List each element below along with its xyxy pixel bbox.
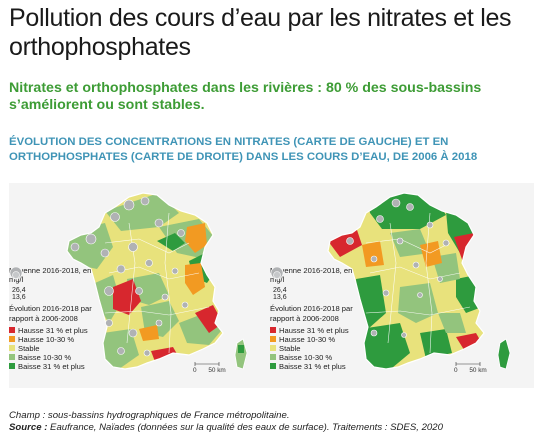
legend-circle-value-large: 26,4 bbox=[273, 287, 287, 295]
legend-circles: 26,4 13,6 bbox=[9, 266, 101, 302]
orthophosphates-map: 0 50 km Moyenne 2016-2018, en mg/l 26,4 … bbox=[270, 183, 534, 388]
france-outline bbox=[66, 192, 224, 370]
chart-heading: ÉVOLUTION DES CONCENTRATIONS EN NITRATES… bbox=[9, 136, 478, 163]
legend-evolution-heading: Évolution 2016-2018 par rapport à 2006-2… bbox=[9, 304, 92, 323]
corsica bbox=[234, 338, 248, 370]
legend-item-hausse10: Hausse 10-30 % bbox=[9, 335, 101, 344]
scale-zero: 0 bbox=[454, 367, 458, 374]
basin-borders bbox=[365, 212, 471, 354]
swatch-icon bbox=[9, 336, 15, 343]
swatch-icon bbox=[270, 345, 276, 352]
corsica-shape bbox=[234, 338, 248, 370]
region-south-baisse31 bbox=[420, 329, 452, 359]
nitrates-map-svg bbox=[66, 192, 248, 370]
swatch-icon bbox=[270, 354, 276, 361]
scale-bar bbox=[194, 362, 220, 366]
region-center-baisse10 bbox=[398, 283, 438, 323]
legend-item-stable: Stable bbox=[9, 344, 101, 353]
orthophosphates-legend: Moyenne 2016-2018, en mg/l 26,4 13,6 Évo… bbox=[270, 266, 362, 371]
swatch-icon bbox=[270, 363, 276, 370]
corsica bbox=[497, 338, 511, 370]
region-ne-baisse bbox=[157, 233, 185, 251]
scale-km: 50 km bbox=[469, 367, 487, 374]
legend-item-baisse10: Baisse 10-30 % bbox=[270, 353, 362, 362]
legend-item-hausse31: Hausse 31 % et plus bbox=[270, 326, 362, 335]
footer-source: Source : Eaufrance, Naïades (données sur… bbox=[9, 422, 533, 434]
region-paris-baisse10 bbox=[390, 229, 430, 257]
corsica-baisse bbox=[238, 345, 244, 353]
swatch-icon bbox=[9, 363, 15, 370]
scale-zero: 0 bbox=[193, 367, 197, 374]
swatch-icon bbox=[270, 336, 276, 343]
region-champagne-hausse10 bbox=[420, 241, 442, 267]
legend-circle-icon bbox=[9, 266, 23, 280]
nitrates-map: 0 50 km Moyenne 2016-2018, en mg/l 26,4 … bbox=[9, 183, 271, 388]
nitrates-legend: Moyenne 2016-2018, en mg/l 26,4 13,6 Évo… bbox=[9, 266, 101, 371]
region-rhone-baisse10 bbox=[438, 313, 466, 333]
concentration-circles bbox=[70, 196, 189, 357]
legend-item-hausse31: Hausse 31 % et plus bbox=[9, 326, 101, 335]
footer-source-text: Eaufrance, Naïades (données sur la quali… bbox=[47, 422, 443, 433]
swatch-icon bbox=[9, 345, 15, 352]
legend-circle-heading: Moyenne 2016-2018, en mg/l bbox=[9, 266, 92, 285]
page-title: Pollution des cours d’eau par les nitrat… bbox=[9, 4, 512, 61]
legend-circle-value-small: 13,6 bbox=[12, 294, 26, 302]
region-rhone-hausse bbox=[185, 263, 205, 295]
region-alps-hausse31 bbox=[195, 305, 223, 333]
scale-km: 50 km bbox=[208, 367, 226, 374]
france-outline bbox=[327, 192, 485, 370]
scale-labels: 0 50 km bbox=[454, 367, 487, 374]
legend-circles: 26,4 13,6 bbox=[270, 266, 362, 302]
region-limousin-hausse31 bbox=[113, 279, 141, 315]
legend-item-baisse31: Baisse 31 % et plus bbox=[270, 362, 362, 371]
scale-bar bbox=[455, 362, 481, 366]
legend-circle-icon bbox=[270, 266, 284, 280]
region-south-hausse bbox=[139, 325, 159, 341]
concentration-circles bbox=[346, 198, 450, 338]
legend-evolution-heading: Évolution 2016-2018 par rapport à 2006-2… bbox=[270, 304, 353, 323]
legend-item-baisse31: Baisse 31 % et plus bbox=[9, 362, 101, 371]
footer: Champ : sous-bassins hydrographiques de … bbox=[9, 410, 533, 434]
footer-source-label: Source : bbox=[9, 422, 48, 433]
region-alsace-hausse bbox=[185, 223, 207, 253]
legend-item-baisse10: Baisse 10-30 % bbox=[9, 353, 101, 362]
region-normandy-hausse10 bbox=[362, 241, 384, 267]
legend-circle-heading: Moyenne 2016-2018, en mg/l bbox=[270, 266, 353, 285]
legend-circle-value-large: 26,4 bbox=[12, 287, 26, 295]
page-subtitle: Nitrates et orthophosphates dans les riv… bbox=[9, 80, 482, 113]
legend-circle-value-small: 13,6 bbox=[273, 294, 287, 302]
footer-champ: Champ : sous-bassins hydrographiques de … bbox=[9, 410, 290, 421]
legend-item-stable: Stable bbox=[270, 344, 362, 353]
swatch-icon bbox=[9, 327, 15, 334]
corsica-shape bbox=[497, 338, 511, 370]
swatch-icon bbox=[270, 327, 276, 334]
basin-borders bbox=[104, 212, 210, 354]
scale-labels: 0 50 km bbox=[193, 367, 226, 374]
swatch-icon bbox=[9, 354, 15, 361]
orthophosphates-map-svg bbox=[327, 192, 511, 370]
legend-item-hausse10: Hausse 10-30 % bbox=[270, 335, 362, 344]
